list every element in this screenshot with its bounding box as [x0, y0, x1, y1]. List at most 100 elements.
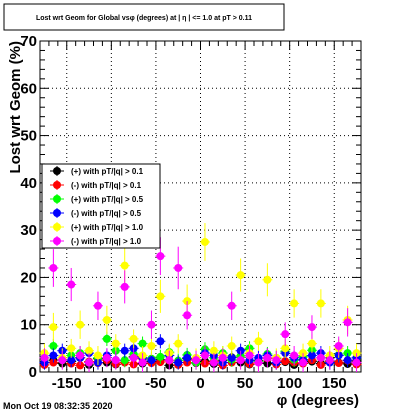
title-box — [3, 3, 285, 31]
data-point — [263, 275, 272, 284]
y-tick-label: 40 — [20, 175, 37, 192]
data-point — [209, 358, 218, 367]
data-point — [111, 356, 120, 365]
data-point — [156, 292, 165, 301]
data-points — [39, 223, 362, 372]
data-point — [307, 351, 316, 360]
data-point — [156, 352, 165, 361]
data-point — [290, 351, 299, 360]
data-point — [281, 344, 290, 353]
legend-marker — [53, 181, 61, 189]
x-tick-label: 100 — [277, 375, 302, 392]
legend-box — [41, 163, 161, 249]
data-point — [120, 282, 129, 291]
data-point — [102, 353, 111, 362]
data-point — [58, 356, 67, 365]
data-point — [272, 356, 281, 365]
x-tick-label: 150 — [322, 375, 347, 392]
x-tick-label: 0 — [196, 375, 204, 392]
data-point — [76, 320, 85, 329]
x-tick-label: -50 — [145, 375, 167, 392]
data-point — [138, 339, 147, 348]
data-point — [93, 301, 102, 310]
data-point — [129, 334, 138, 343]
x-tick-label: 50 — [237, 375, 254, 392]
data-point — [316, 299, 325, 308]
legend-label: (-) with pT/|q| > 0.5 — [71, 209, 142, 218]
data-point — [174, 358, 183, 367]
x-axis-title: φ (degrees) — [277, 392, 359, 409]
data-point — [49, 323, 58, 332]
data-point — [120, 346, 129, 355]
data-point — [147, 341, 156, 350]
data-point — [156, 337, 165, 346]
y-tick-label: 70 — [20, 33, 37, 50]
legend-marker — [53, 209, 61, 217]
data-point — [102, 315, 111, 324]
legend-label: (-) with pT/|q| > 1.0 — [71, 237, 142, 246]
data-point — [343, 318, 352, 327]
data-point — [281, 357, 290, 366]
data-point — [49, 341, 58, 350]
data-point — [227, 341, 236, 350]
data-point — [236, 356, 245, 365]
data-point — [316, 353, 325, 362]
x-tick-label: -100 — [96, 375, 126, 392]
data-point — [76, 351, 85, 360]
data-point — [192, 356, 201, 365]
data-point — [236, 271, 245, 280]
series-5 — [39, 237, 362, 372]
data-point — [147, 320, 156, 329]
data-point — [174, 339, 183, 348]
data-point — [129, 353, 138, 362]
legend-label: (+) with pT/|q| > 0.5 — [71, 195, 144, 204]
data-point — [85, 358, 94, 367]
data-point — [49, 263, 58, 272]
data-point — [227, 353, 236, 362]
data-point — [200, 351, 209, 360]
data-point — [299, 358, 308, 367]
data-point — [120, 356, 129, 365]
legend-marker — [53, 237, 61, 245]
grid — [40, 41, 361, 372]
legend-label: (+) with pT/|q| > 0.1 — [71, 167, 144, 176]
data-point — [93, 351, 102, 360]
data-point — [120, 261, 129, 270]
data-point — [183, 311, 192, 320]
data-point — [49, 351, 58, 360]
data-point — [307, 323, 316, 332]
y-axis-title: Lost wrt Geom (%) — [7, 41, 24, 174]
x-tick-label: -150 — [52, 375, 82, 392]
tick-labels: -150 -100 -50 0 50 100 150 0 10 20 30 40 50 60 70 — [20, 33, 346, 392]
data-point — [147, 356, 156, 365]
data-point — [334, 359, 343, 368]
data-point — [307, 339, 316, 348]
data-point — [263, 353, 272, 362]
data-point — [218, 353, 227, 362]
legend-label: (+) with pT/|q| > 1.0 — [71, 223, 144, 232]
legend-label: (-) with pT/|q| > 0.1 — [71, 181, 142, 190]
data-point — [138, 358, 147, 367]
data-point — [76, 361, 85, 370]
data-point — [254, 337, 263, 346]
data-point — [183, 353, 192, 362]
data-point — [227, 301, 236, 310]
data-point — [111, 339, 120, 348]
data-point — [102, 334, 111, 343]
data-point — [165, 356, 174, 365]
y-tick-label: 0 — [29, 364, 37, 381]
y-tick-label: 20 — [20, 269, 37, 286]
data-point — [67, 280, 76, 289]
data-point — [254, 358, 263, 367]
legend: (+) with pT/|q| > 0.1 (-) with pT/|q| > 0… — [41, 163, 161, 249]
y-tick-label: 60 — [20, 80, 37, 97]
chart-title: Lost wrt Geom for Global vsφ (degrees) a… — [36, 15, 252, 22]
timestamp: Mon Oct 19 08:32:35 2020 — [3, 401, 113, 411]
y-tick-label: 10 — [20, 317, 37, 334]
data-point — [67, 356, 76, 365]
data-point — [40, 353, 49, 362]
legend-marker — [53, 195, 61, 203]
legend-marker — [53, 223, 61, 231]
data-point — [290, 299, 299, 308]
